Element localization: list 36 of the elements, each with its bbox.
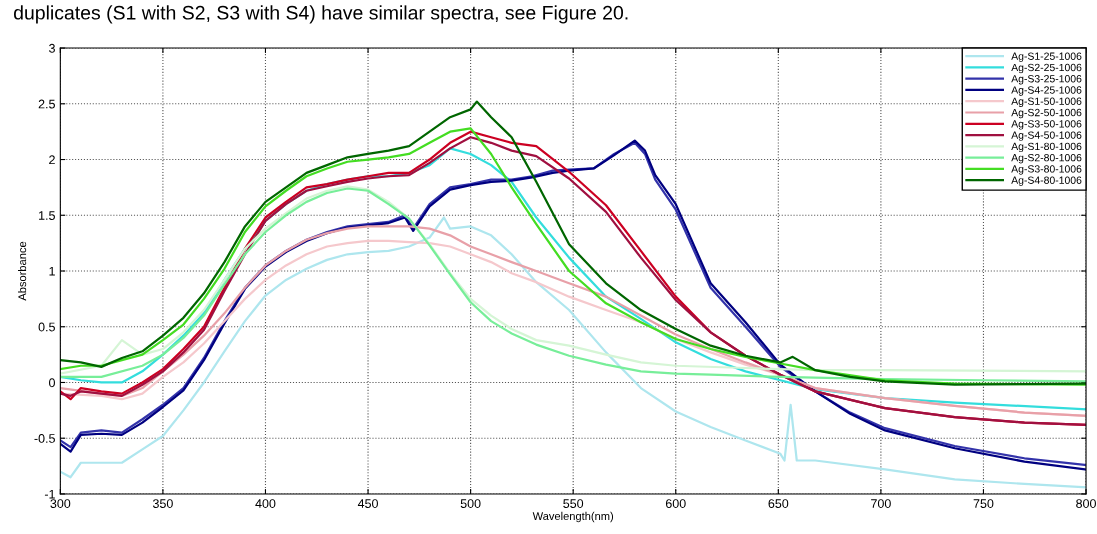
x-tick-label: 800 xyxy=(1076,499,1096,508)
legend-label: Ag-S4-80-1006 xyxy=(1011,176,1082,186)
y-tick-label: 1.5 xyxy=(39,211,55,220)
y-tick-label: 1 xyxy=(49,266,55,276)
x-tick-label: 600 xyxy=(665,499,686,508)
x-tick-label: 400 xyxy=(255,499,276,508)
x-tick-label: 300 xyxy=(50,499,71,508)
x-tick-label: 650 xyxy=(768,499,789,508)
legend-label: Ag-S4-25-1006 xyxy=(1011,86,1082,96)
x-axis-title: Wavelength(nm) xyxy=(532,511,614,523)
y-tick-label: 0.5 xyxy=(38,322,55,332)
x-tick-label: 700 xyxy=(871,499,891,508)
y-tick-label: 0 xyxy=(49,378,55,388)
y-tick-label: -0.5 xyxy=(34,434,55,443)
x-tick-label: 750 xyxy=(973,499,994,508)
text: duplicates (S1 with S2, S3 with S4) have similar spectra, see Figure 20. xyxy=(13,5,628,24)
legend-label: Ag-S3-25-1006 xyxy=(1011,75,1082,85)
y-tick-label: -1 xyxy=(44,489,55,499)
y-axis-title: Absorbance xyxy=(18,241,27,301)
legend-label: Ag-S1-50-1006 xyxy=(1011,97,1082,108)
legend-label: Ag-S3-80-1006 xyxy=(1011,165,1082,175)
legend-label: Ag-S1-25-1006 xyxy=(1011,52,1082,62)
line-series xyxy=(60,216,1087,489)
y-tick-label: 2 xyxy=(49,155,55,165)
x-tick-label: 500 xyxy=(460,499,481,508)
legend-label: Ag-S3-50-1006 xyxy=(1011,120,1082,130)
y-tick-label: 3 xyxy=(49,43,55,53)
legend-label: Ag-S4-50-1006 xyxy=(1011,131,1082,141)
legend-label: Ag-S2-50-1006 xyxy=(1011,108,1082,119)
legend-label: Ag-S1-80-1006 xyxy=(1011,142,1082,153)
legend-label: Ag-S2-80-1006 xyxy=(1011,153,1082,164)
x-tick-label: 350 xyxy=(152,499,173,508)
x-tick-label: 450 xyxy=(357,499,378,508)
y-tick-label: 2.5 xyxy=(38,99,55,109)
legend-label: Ag-S2-25-1006 xyxy=(1011,63,1082,74)
x-tick-label: 550 xyxy=(563,499,584,508)
